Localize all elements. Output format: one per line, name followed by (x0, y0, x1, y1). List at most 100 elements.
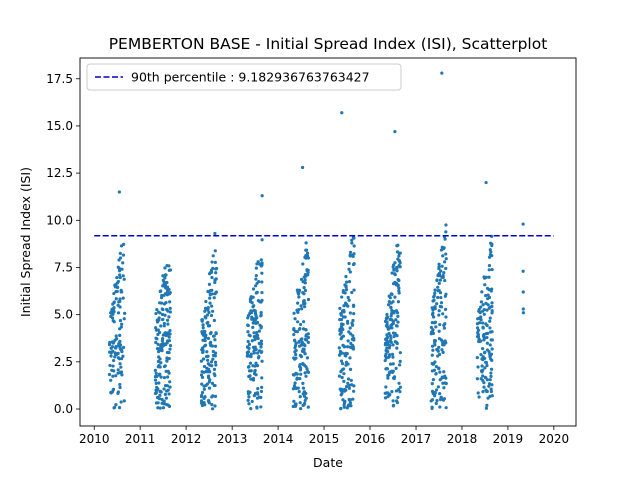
data-point (442, 370, 446, 374)
data-point (297, 340, 301, 344)
data-point (521, 269, 525, 273)
y-tick-label: 17.5 (46, 72, 73, 86)
data-point (257, 349, 262, 353)
data-point (122, 317, 126, 321)
data-point (122, 277, 126, 281)
data-point (118, 362, 122, 366)
data-point (486, 331, 490, 335)
data-point (484, 275, 488, 279)
data-point (352, 389, 356, 393)
data-point (347, 298, 351, 302)
data-point (490, 330, 494, 334)
data-point (213, 354, 217, 358)
data-point (208, 296, 212, 300)
data-point (441, 312, 445, 316)
data-point (386, 376, 390, 380)
data-point (118, 256, 123, 260)
data-point (340, 295, 344, 299)
data-point (348, 326, 352, 330)
data-point (437, 366, 441, 370)
x-tick-label: 2015 (309, 432, 340, 446)
data-point (297, 288, 301, 292)
data-point (154, 391, 158, 395)
data-point (298, 401, 302, 405)
data-point (481, 303, 485, 307)
data-point (303, 371, 307, 375)
data-point (296, 301, 300, 305)
data-point (162, 280, 166, 284)
data-point (386, 303, 391, 307)
data-point (211, 309, 215, 313)
data-point (301, 280, 305, 284)
data-point (392, 334, 396, 339)
data-point (395, 334, 399, 338)
data-point (153, 378, 158, 382)
data-point (201, 326, 205, 330)
data-point (437, 345, 441, 349)
data-point (346, 295, 350, 300)
data-point (352, 288, 356, 292)
data-point (118, 269, 122, 273)
data-point (160, 312, 165, 317)
data-point (347, 261, 351, 266)
data-point (485, 363, 489, 368)
data-point (121, 274, 125, 278)
data-point (206, 362, 210, 366)
data-point (439, 338, 443, 342)
data-point (201, 357, 206, 361)
data-point (154, 381, 158, 385)
data-point (388, 317, 392, 322)
data-point (111, 374, 115, 378)
data-point (489, 357, 493, 361)
data-point (164, 396, 168, 400)
data-point (254, 361, 258, 365)
data-point (481, 326, 485, 330)
data-point (122, 399, 126, 403)
data-point (443, 278, 447, 283)
data-point (348, 311, 352, 315)
data-point (383, 358, 387, 363)
data-point (444, 315, 448, 319)
data-point (116, 311, 121, 315)
data-point (116, 351, 120, 355)
data-point (293, 339, 297, 343)
data-point (200, 375, 205, 380)
data-point (481, 379, 485, 383)
data-point (443, 237, 447, 241)
data-point (253, 368, 257, 373)
data-point (478, 321, 482, 325)
data-point (476, 391, 480, 395)
data-point (162, 376, 167, 380)
data-point (431, 378, 435, 382)
data-point (297, 307, 301, 312)
data-point (384, 348, 388, 353)
data-point (213, 260, 217, 264)
data-point (434, 325, 438, 329)
data-point (393, 130, 397, 134)
data-point (157, 397, 162, 401)
data-point (161, 307, 165, 312)
data-point (442, 326, 446, 330)
data-point (163, 292, 167, 296)
data-point (162, 399, 166, 403)
data-point (210, 304, 214, 308)
data-point (341, 322, 345, 326)
data-point (204, 316, 208, 320)
data-point (441, 350, 445, 354)
data-point (433, 339, 438, 343)
data-point (210, 260, 214, 264)
data-point (260, 290, 264, 295)
data-point (352, 262, 356, 266)
data-point (116, 368, 120, 372)
data-point (431, 348, 435, 352)
data-point (255, 396, 260, 400)
data-point (208, 331, 213, 336)
data-point (482, 336, 487, 340)
data-point (432, 295, 436, 299)
data-point (168, 310, 172, 314)
data-point (210, 381, 215, 385)
data-point (114, 374, 118, 378)
data-point (383, 396, 388, 400)
data-point (385, 339, 389, 343)
data-point (435, 399, 439, 403)
